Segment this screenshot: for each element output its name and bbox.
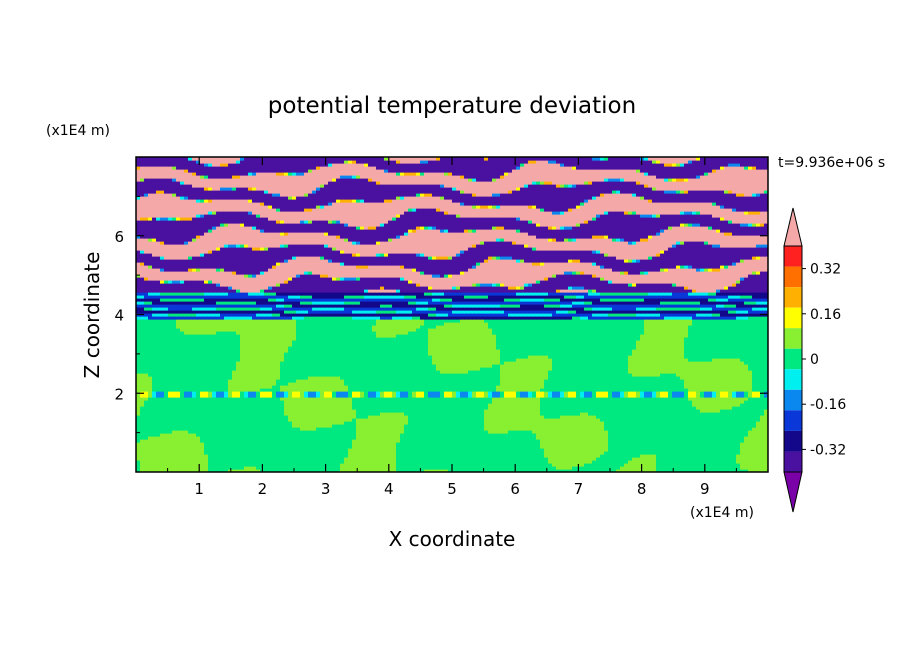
colorbar-band [784, 369, 802, 390]
colorbar: 0.32 0.16 0 -0.16 -0.32 [783, 207, 846, 513]
x-axis-unit: (x1E4 m) [690, 505, 754, 521]
y-tick-label: 2 [114, 385, 124, 403]
time-label: t=9.936e+06 s [778, 155, 885, 171]
x-axis-label: X coordinate [389, 527, 516, 551]
x-tick-label: 2 [258, 480, 268, 498]
colorbar-band [784, 246, 802, 267]
chart-title: potential temperature deviation [268, 93, 636, 119]
colorbar-band [784, 430, 802, 452]
y-axis-unit: (x1E4 m) [46, 123, 110, 139]
colorbar-band [784, 410, 802, 431]
y-axis-label: Z coordinate [80, 252, 104, 379]
x-tick-label: 7 [574, 480, 584, 498]
y-tick-label: 6 [114, 228, 124, 246]
colorbar-band [784, 328, 802, 349]
colorbar-tick-label: 0.16 [810, 307, 841, 323]
colorbar-tick-label: 0.32 [810, 262, 841, 278]
y-tick-label: 4 [114, 307, 124, 325]
x-tick-label: 9 [700, 480, 710, 498]
colorbar-tick-label: 0 [810, 352, 819, 368]
x-axis-ticks: 1 2 3 4 5 6 7 8 9 [167, 157, 737, 498]
colorbar-band [784, 307, 802, 329]
x-tick-label: 6 [510, 480, 520, 498]
y-axis-ticks: 2 4 6 [114, 195, 768, 434]
colorbar-top-arrow [783, 207, 803, 247]
contour-field [136, 157, 768, 472]
x-tick-label: 8 [637, 480, 647, 498]
colorbar-band [784, 266, 802, 288]
x-tick-label: 3 [321, 480, 331, 498]
colorbar-tick-label: -0.32 [810, 442, 846, 458]
x-tick-label: 1 [194, 480, 204, 498]
colorbar-band [784, 389, 802, 411]
colorbar-band [784, 451, 802, 472]
colorbar-bottom-arrow [783, 471, 803, 513]
colorbar-tick-label: -0.16 [810, 397, 846, 413]
x-tick-label: 5 [447, 480, 457, 498]
colorbar-band [784, 287, 802, 308]
colorbar-band [784, 348, 802, 370]
x-tick-label: 4 [384, 480, 394, 498]
